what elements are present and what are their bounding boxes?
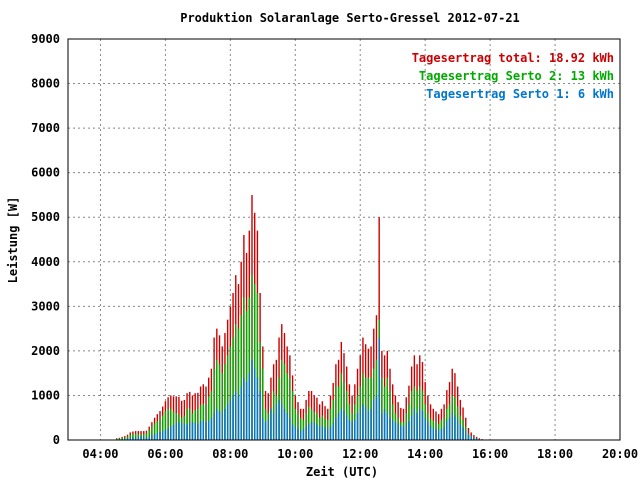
y-tick-label: 8000 — [31, 77, 60, 91]
x-tick-label: 10:00 — [277, 447, 313, 461]
y-tick-label: 5000 — [31, 210, 60, 224]
x-tick-label: 04:00 — [82, 447, 118, 461]
y-tick-label: 7000 — [31, 121, 60, 135]
y-axis-label: Leistung [W] — [6, 197, 20, 284]
x-tick-label: 16:00 — [472, 447, 508, 461]
y-tick-labels: 0 1000 2000 3000 4000 5000 6000 7000 8000 9000 — [31, 32, 60, 447]
x-tick-label: 14:00 — [407, 447, 443, 461]
legend-serto-1: Tagesertrag Serto 1: 6 kWh — [426, 87, 614, 101]
x-tick-label: 06:00 — [147, 447, 183, 461]
legend-serto-2: Tagesertrag Serto 2: 13 kWh — [419, 69, 614, 83]
y-tick-label: 1000 — [31, 388, 60, 402]
x-axis-label: Zeit (UTC) — [306, 465, 378, 479]
x-tick-labels: 04:00 06:00 08:00 10:00 12:00 14:00 16:00 18:00… — [82, 447, 638, 461]
grid — [68, 39, 620, 440]
x-tick-label: 12:00 — [342, 447, 378, 461]
y-tick-label: 0 — [53, 433, 60, 447]
y-tick-label: 3000 — [31, 299, 60, 313]
x-tick-label: 18:00 — [537, 447, 573, 461]
chart-title: Produktion Solaranlage Serto-Gressel 201… — [180, 11, 520, 25]
legend-total: Tagesertrag total: 18.92 kWh — [412, 51, 614, 65]
y-tick-label: 2000 — [31, 344, 60, 358]
y-tick-label: 4000 — [31, 255, 60, 269]
x-tick-label: 20:00 — [602, 447, 638, 461]
bars — [116, 194, 483, 440]
y-tick-label: 6000 — [31, 166, 60, 180]
plot-frame — [67, 38, 621, 441]
y-tick-label: 9000 — [31, 32, 60, 46]
x-tick-label: 08:00 — [212, 447, 248, 461]
